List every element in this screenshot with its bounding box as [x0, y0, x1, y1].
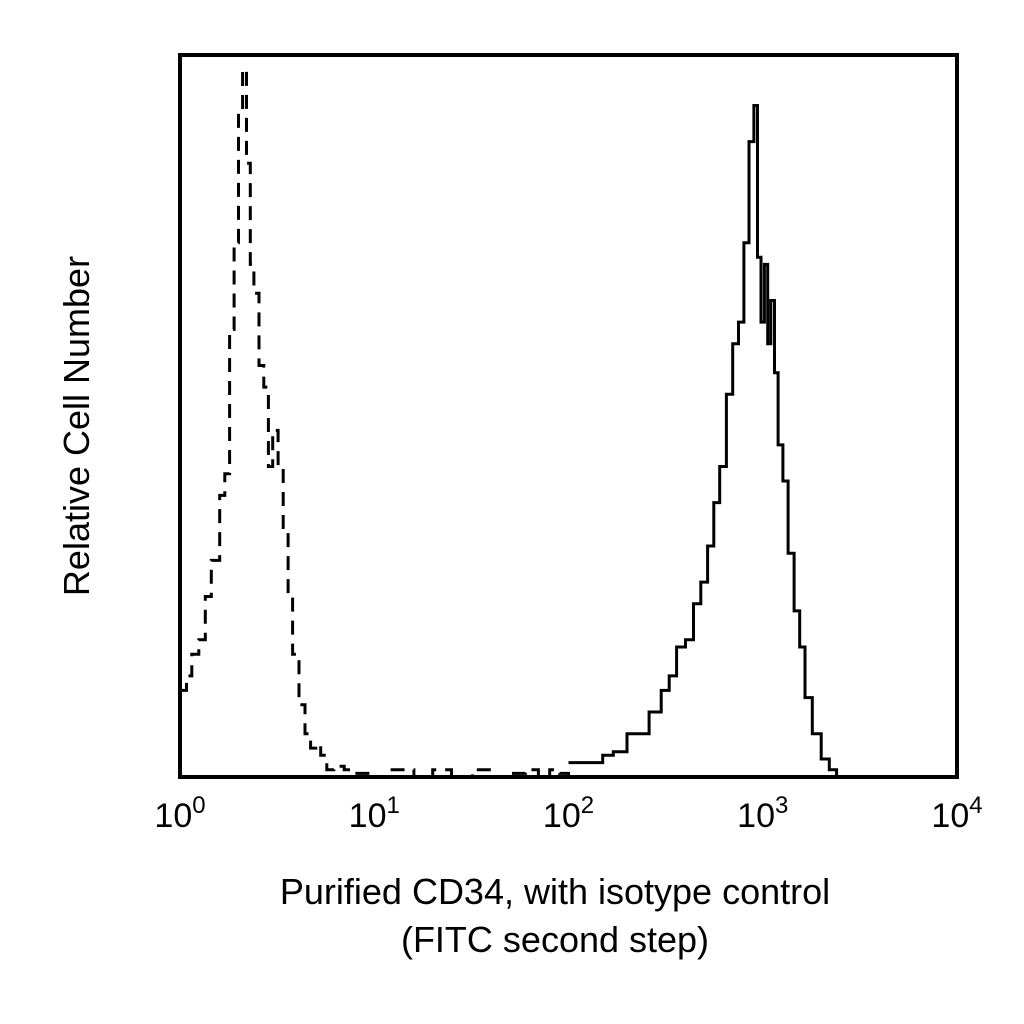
series-layer [180, 67, 839, 779]
x-tick-exponent: 3 [774, 792, 789, 819]
x-tick-base: 10 [737, 797, 775, 835]
x-tick-label-1: 101 [319, 794, 429, 836]
x-tick-label-4: 104 [902, 794, 1012, 836]
cd34-histogram-line [568, 104, 839, 777]
y-axis-label-container: Relative Cell Number [52, 216, 102, 636]
x-tick-label-2: 102 [514, 794, 624, 836]
x-axis-label-line1: Purified CD34, with isotype control [279, 871, 831, 912]
x-tick-base: 10 [542, 797, 581, 835]
x-tick-exponent: 0 [192, 792, 206, 819]
x-tick-exponent: 1 [386, 792, 400, 819]
x-tick-base: 10 [348, 797, 387, 835]
y-axis-label: Relative Cell Number [56, 255, 97, 597]
x-axis-label: Purified CD34, with isotype control (FIT… [180, 868, 930, 964]
x-tick-label-3: 103 [708, 794, 818, 836]
x-tick-exponent: 2 [580, 792, 595, 819]
x-tick-base: 10 [931, 797, 970, 835]
x-axis-label-line2: (FITC second step) [400, 919, 710, 960]
x-tick-label-0: 100 [125, 794, 235, 836]
plot-frame [178, 53, 959, 779]
x-tick-exponent: 4 [969, 792, 983, 819]
isotype-control-histogram-line [180, 67, 570, 779]
x-tick-base: 10 [154, 797, 193, 835]
